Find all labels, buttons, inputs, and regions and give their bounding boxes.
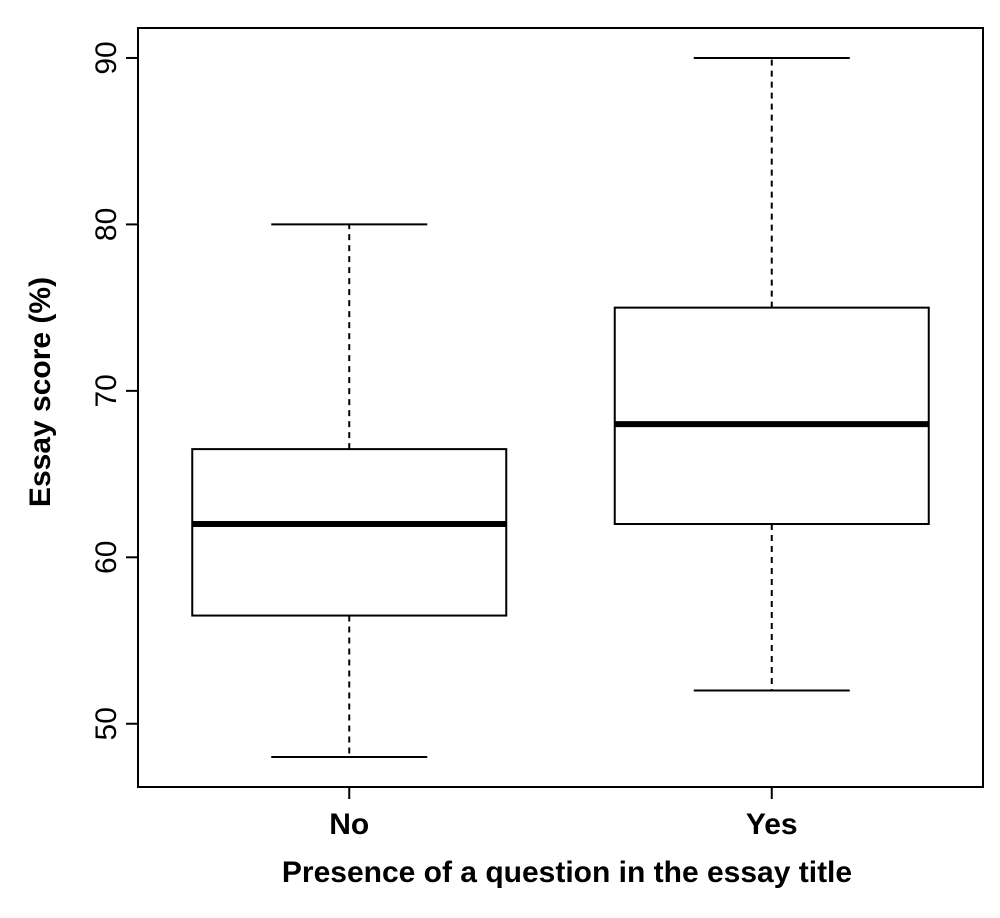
y-tick-label: 70	[90, 374, 123, 407]
y-axis-title: Essay score (%)	[24, 277, 57, 507]
boxes-group	[191, 56, 930, 759]
y-axis: 50 60 70 80 90	[90, 41, 139, 740]
iqr-box	[613, 306, 930, 526]
y-tick-label: 80	[90, 208, 123, 241]
box-no	[191, 223, 508, 759]
y-tick-label: 90	[90, 41, 123, 74]
x-tick-label: Yes	[746, 808, 798, 841]
y-tick-label: 60	[90, 541, 123, 574]
x-axis-title: Presence of a question in the essay titl…	[282, 856, 852, 889]
y-tick-label: 50	[90, 707, 123, 740]
box-yes	[613, 56, 930, 692]
iqr-box	[191, 448, 508, 617]
x-tick-label: No	[329, 808, 369, 841]
x-axis: No Yes	[329, 786, 798, 841]
